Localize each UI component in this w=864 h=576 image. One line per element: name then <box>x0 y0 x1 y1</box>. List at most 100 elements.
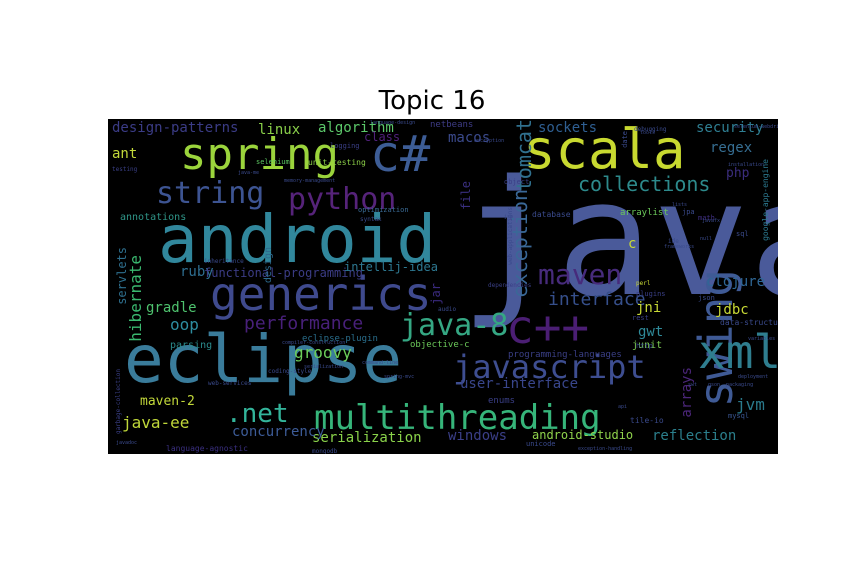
cloud-word: maven <box>538 258 623 291</box>
cloud-word: data-structures <box>720 318 778 327</box>
cloud-word: mysql <box>728 412 750 420</box>
cloud-word: java-me <box>238 170 260 176</box>
cloud-word: exception-handling <box>578 446 633 452</box>
cloud-word: arraylist <box>620 208 669 218</box>
cloud-word: coding-style <box>268 368 312 375</box>
cloud-word: deployment <box>738 374 769 380</box>
cloud-word: user-interface <box>460 376 579 392</box>
cloud-word: android-studio <box>532 428 634 442</box>
cloud-word: gradle <box>146 300 197 316</box>
cloud-word: security <box>696 120 764 136</box>
cloud-word: null <box>700 236 713 242</box>
cloud-word: installation <box>728 162 765 168</box>
cloud-word: parsing <box>170 340 213 351</box>
cloud-word: ide <box>668 238 679 245</box>
cloud-word: php <box>726 166 750 181</box>
cloud-word: sql <box>736 230 749 238</box>
cloud-word: eclipse-plugin <box>302 334 378 344</box>
cloud-word: optimization <box>358 206 409 214</box>
cloud-word: http <box>636 342 653 350</box>
cloud-word: tools <box>640 130 656 136</box>
cloud-word: swt <box>688 382 698 388</box>
cloud-word: windows <box>448 428 508 444</box>
chart-title: Topic 16 <box>378 86 486 116</box>
cloud-word: google-app-engine <box>761 159 770 241</box>
cloud-word: language-design <box>370 120 416 126</box>
cloud-word: jar <box>429 283 443 305</box>
cloud-word: netbeans <box>430 120 474 130</box>
cloud-word: eclipse <box>124 321 403 398</box>
cloud-word: mongodb <box>312 448 338 455</box>
cloud-word: scala <box>523 119 686 181</box>
cloud-word: file <box>459 181 473 210</box>
cloud-word: design-patterns <box>112 120 239 136</box>
cloud-word: java-ee <box>122 413 190 432</box>
cloud-word: design <box>263 247 274 284</box>
cloud-word: xml <box>698 325 778 379</box>
cloud-word: dependencies <box>488 282 532 289</box>
cloud-word: database <box>532 210 571 219</box>
cloud-word: memory-management <box>284 178 336 184</box>
cloud-word: gson <box>708 382 721 388</box>
cloud-word: interface <box>548 289 646 310</box>
cloud-word: jvm <box>736 395 765 414</box>
cloud-word: ruby <box>180 264 214 280</box>
cloud-word: object <box>504 178 530 186</box>
cloud-word: class <box>364 130 401 144</box>
cloud-word: programming-languages <box>508 350 622 360</box>
cloud-word: generics <box>210 267 432 321</box>
cloud-word: c# <box>370 125 431 183</box>
cloud-word: serialization <box>312 430 422 446</box>
cloud-word: sockets <box>538 120 598 136</box>
cloud-word: compiler-construction <box>282 340 346 346</box>
cloud-word: oop <box>170 315 199 334</box>
cloud-word: variables <box>748 336 776 342</box>
cloud-word: ant <box>112 146 138 162</box>
cloud-word: algorithm <box>318 120 394 136</box>
cloud-word: language-agnostic <box>166 444 248 453</box>
cloud-word: math <box>698 214 715 222</box>
cloud-word: c <box>628 236 637 252</box>
cloud-word: frameworks <box>664 244 695 250</box>
cloud-word: json <box>698 294 715 302</box>
cloud-word: perl <box>636 280 651 287</box>
cloud-word: rest <box>632 314 649 322</box>
cloud-word: gwt <box>638 324 664 340</box>
cloud-word: annotations <box>120 212 187 223</box>
cloud-word: maven-2 <box>140 394 195 409</box>
cloud-word: jpa <box>682 208 695 216</box>
cloud-word: servlets <box>115 247 129 305</box>
cloud-word: hibernate <box>126 255 145 342</box>
cloud-word: date <box>621 131 629 148</box>
cloud-word: concurrency <box>232 424 325 440</box>
cloud-word: string <box>156 176 265 211</box>
cloud-word: serialization <box>304 364 344 370</box>
cloud-word: enums <box>488 396 516 406</box>
cloud-word: web-services <box>208 380 252 387</box>
cloud-word: tile-io <box>630 416 664 425</box>
cloud-word: unicode <box>526 440 556 448</box>
cloud-word: .net <box>226 399 289 429</box>
cloud-word: javadoc <box>116 440 138 446</box>
cloud-word: objective-c <box>410 340 470 350</box>
cloud-word: c++ <box>506 300 590 354</box>
cloud-word: encryption <box>474 138 505 144</box>
cloud-word: arrays <box>679 367 695 418</box>
cloud-word: functional-programming <box>204 266 363 280</box>
cloud-word: clojure <box>706 274 766 290</box>
cloud-word: jdbc <box>715 302 749 318</box>
word-cloud: java android eclipse scala spring c# generics m… <box>108 119 778 454</box>
cloud-word: inheritance <box>204 258 244 265</box>
cloud-word: java <box>460 145 778 332</box>
cloud-word: selenium <box>256 158 290 166</box>
cloud-word: command-line <box>362 360 399 366</box>
cloud-word: java-8 <box>400 308 509 343</box>
cloud-word: audio <box>438 306 457 313</box>
cloud-word: junit <box>632 340 663 351</box>
cloud-word: jsp <box>504 214 514 220</box>
cloud-word: spring-mvc <box>384 374 415 380</box>
cloud-word: plugins <box>636 290 666 298</box>
cloud-word: javafx <box>702 218 721 224</box>
cloud-word: logging <box>330 142 360 150</box>
cloud-word: regex <box>710 140 753 156</box>
